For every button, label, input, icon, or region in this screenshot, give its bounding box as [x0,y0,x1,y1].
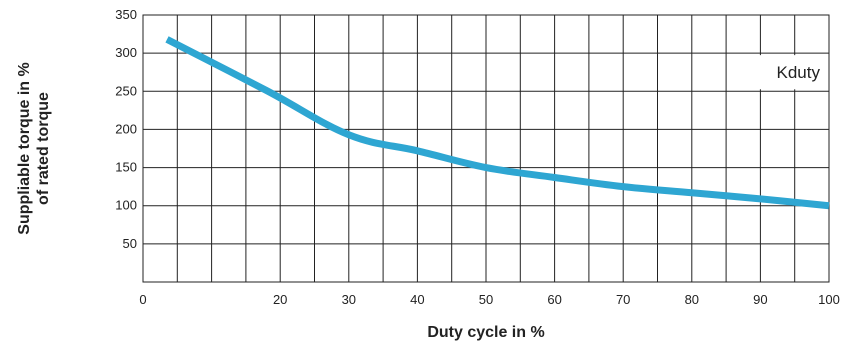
series-layer [165,36,830,210]
x-axis-ticks: 0 20 30 40 50 60 70 80 90 100 [139,292,839,307]
x-tick-label: 70 [616,292,630,307]
x-tick-label: 0 [139,292,146,307]
y-tick-label: 100 [115,198,137,213]
x-axis-title: Duty cycle in % [427,324,544,341]
y-tick-label: 150 [115,160,137,175]
series-line [165,36,830,210]
x-tick-label: 40 [410,292,424,307]
legend-box [736,55,828,90]
x-tick-label: 30 [342,292,356,307]
x-tick-label: 100 [818,292,840,307]
y-axis-title-line-1: Suppliable torque in % [16,62,33,234]
grid [143,15,829,282]
y-tick-label: 350 [115,7,137,22]
x-tick-label: 20 [273,292,287,307]
y-tick-label: 50 [123,236,137,251]
x-tick-label: 60 [547,292,561,307]
x-tick-label: 80 [685,292,699,307]
y-tick-label: 200 [115,121,137,136]
x-tick-label: 50 [479,292,493,307]
y-axis-title-line-2: of rated torque [35,92,52,205]
y-tick-label: 300 [115,45,137,60]
legend: Kduty [736,55,828,90]
y-axis-ticks: 50 100 150 200 250 300 350 [115,7,137,251]
legend-label: Kduty [777,63,821,82]
y-axis-title: Suppliable torque in % of rated torque [16,62,52,234]
plot-frame [142,14,830,283]
x-tick-label: 90 [753,292,767,307]
y-tick-label: 250 [115,83,137,98]
